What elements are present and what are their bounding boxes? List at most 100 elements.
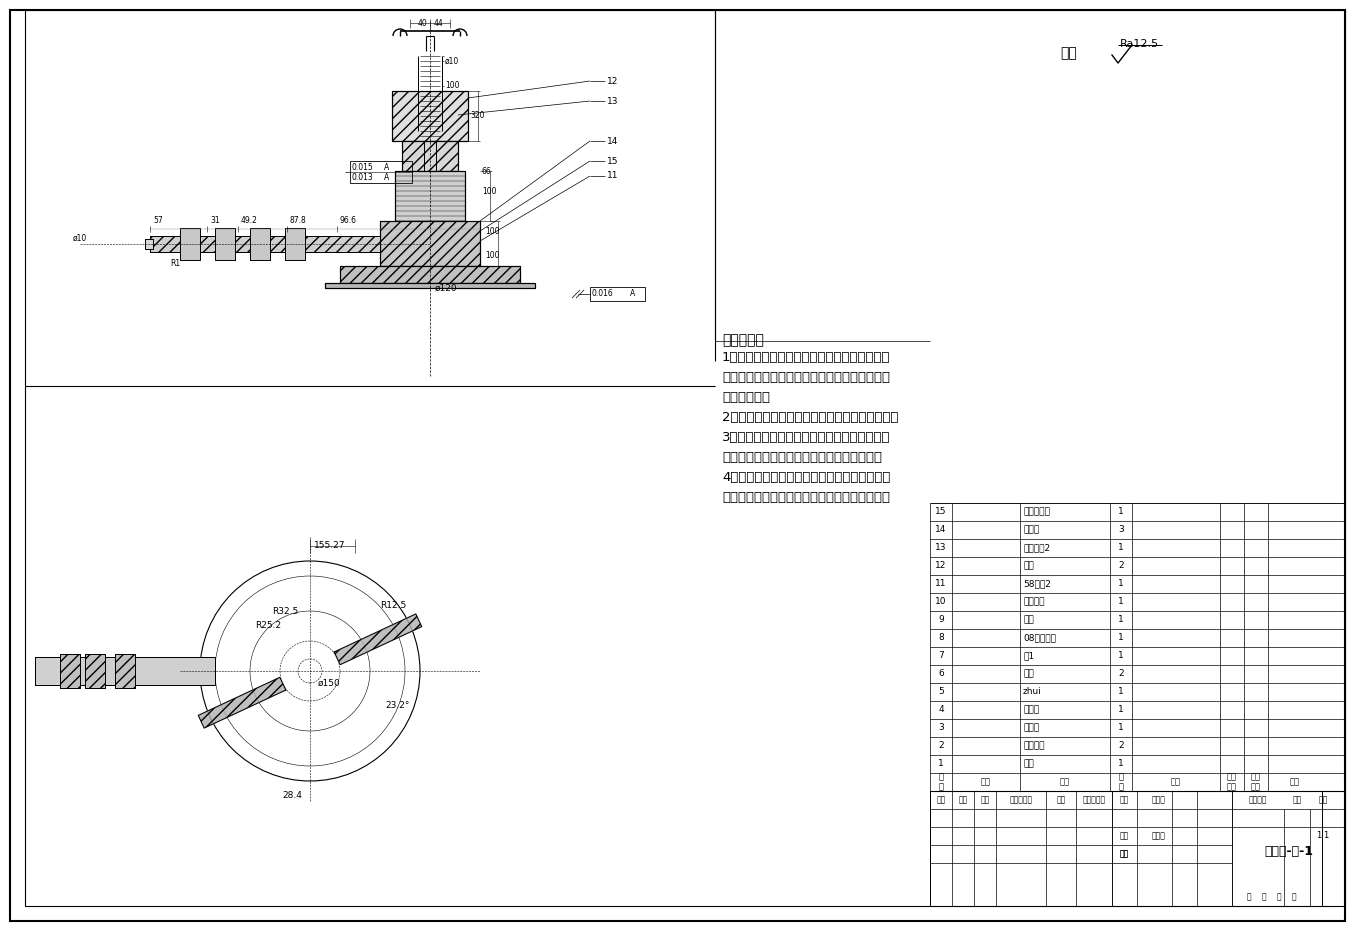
Bar (150, 236, 379, 252)
Text: 4: 4 (938, 706, 944, 714)
Bar (285, 228, 305, 260)
Bar (325, 283, 535, 288)
Text: 11: 11 (607, 171, 618, 181)
Bar (180, 228, 201, 260)
Text: 1: 1 (1118, 598, 1123, 606)
Text: Ra12.5: Ra12.5 (1121, 39, 1159, 49)
Text: 螺母: 螺母 (1023, 615, 1034, 625)
Bar (340, 266, 520, 283)
Text: 角、毛刺和异物。保证密封件装入时不被擦伤。: 角、毛刺和异物。保证密封件装入时不被擦伤。 (722, 491, 890, 504)
Bar (115, 654, 136, 688)
Text: 年、月、日: 年、月、日 (1083, 795, 1106, 804)
Text: A: A (630, 290, 635, 299)
Text: 推力轴承2: 推力轴承2 (1023, 544, 1050, 552)
Bar (392, 91, 467, 141)
Text: 标准化: 标准化 (1152, 831, 1165, 841)
Text: 1: 1 (1118, 706, 1123, 714)
Text: 升降: 升降 (1023, 561, 1034, 571)
Text: 1: 1 (1118, 760, 1123, 768)
Text: 处数: 处数 (958, 795, 967, 804)
Text: 数
量: 数 量 (1118, 773, 1123, 791)
Bar (392, 91, 467, 141)
Text: 08联轴器二: 08联轴器二 (1023, 633, 1056, 642)
Bar (85, 654, 104, 688)
Bar (402, 141, 458, 171)
Text: ø120: ø120 (435, 284, 458, 292)
Text: 1: 1 (938, 760, 944, 768)
Text: 14: 14 (607, 137, 618, 145)
Bar (35, 657, 215, 685)
Text: 类: 类 (1262, 893, 1267, 901)
Bar (145, 239, 153, 249)
Text: 15: 15 (935, 507, 947, 517)
Text: 钉（螺栓）需交叉、对称、逐步、均匀拧紧；: 钉（螺栓）需交叉、对称、逐步、均匀拧紧； (722, 451, 882, 464)
Text: 1、零件在装配前必须清理和清洗干净，不得有: 1、零件在装配前必须清理和清洗干净，不得有 (722, 351, 890, 364)
Text: 3: 3 (1118, 525, 1123, 534)
Text: 备注: 备注 (1290, 777, 1299, 787)
Text: 总计
质量: 总计 质量 (1251, 773, 1262, 791)
Bar (35, 657, 215, 685)
Text: 序
号: 序 号 (939, 773, 943, 791)
Text: 28.4: 28.4 (282, 790, 302, 800)
Bar (402, 141, 458, 171)
Text: 10: 10 (935, 598, 947, 606)
Text: R32.5: R32.5 (272, 606, 298, 615)
Text: 毛刺、飞边、氧化皮、锈蚀、切层、油污、着色: 毛刺、飞边、氧化皮、锈蚀、切层、油污、着色 (722, 371, 890, 384)
Text: 刀片: 刀片 (1023, 669, 1034, 679)
Bar (340, 266, 520, 283)
Text: ø150: ø150 (318, 679, 340, 687)
Text: 轴承座: 轴承座 (1023, 525, 1039, 534)
Text: 8: 8 (938, 633, 944, 642)
Text: 87.8: 87.8 (290, 216, 306, 225)
Bar (215, 228, 234, 260)
Text: 签名: 签名 (1057, 795, 1065, 804)
Text: 0.015: 0.015 (352, 163, 374, 171)
Bar (251, 228, 270, 260)
Bar (150, 236, 379, 252)
Text: 2、装配过程中零件不允许磕、碰、划伤和锈蚀；: 2、装配过程中零件不允许磕、碰、划伤和锈蚀； (722, 411, 898, 424)
Bar (180, 228, 201, 260)
Bar (145, 239, 153, 249)
Text: 标准化: 标准化 (1152, 795, 1165, 804)
Text: 1: 1 (1118, 652, 1123, 660)
Text: 2: 2 (1118, 669, 1123, 679)
Text: 页: 页 (1276, 893, 1282, 901)
Text: 比例: 比例 (1318, 795, 1328, 804)
Text: 12: 12 (607, 76, 618, 86)
Text: 13: 13 (935, 544, 947, 552)
Text: 其余: 其余 (1060, 46, 1077, 60)
Bar (150, 236, 379, 252)
Text: 100: 100 (444, 82, 459, 90)
Text: 分区: 分区 (981, 795, 989, 804)
Bar (115, 654, 136, 688)
Text: 重量: 重量 (1293, 795, 1302, 804)
Text: 名称: 名称 (1060, 777, 1070, 787)
Text: 外套轴: 外套轴 (1023, 706, 1039, 714)
Text: 2: 2 (1118, 741, 1123, 750)
Text: 1: 1 (1118, 507, 1123, 517)
Text: 96.6: 96.6 (340, 216, 356, 225)
Text: 刀盘: 刀盘 (1023, 760, 1034, 768)
Polygon shape (335, 614, 421, 665)
Text: 155.27: 155.27 (314, 542, 346, 550)
Text: 标记: 标记 (936, 795, 946, 804)
Text: 轴1: 轴1 (1023, 652, 1034, 660)
Bar (325, 283, 535, 288)
Bar (379, 221, 480, 266)
Bar (396, 171, 465, 221)
Text: R1: R1 (169, 260, 180, 268)
Text: 剂和灰尘等；: 剂和灰尘等； (722, 391, 770, 404)
Bar (589, 287, 645, 301)
Bar (379, 221, 480, 266)
Text: 批准: 批准 (1119, 849, 1129, 858)
Text: 100: 100 (485, 251, 500, 261)
Bar (251, 228, 270, 260)
Bar (402, 141, 458, 171)
Text: 1: 1 (1118, 633, 1123, 642)
Text: 3: 3 (938, 723, 944, 733)
Text: A: A (383, 163, 389, 171)
Text: 11: 11 (935, 579, 947, 588)
Text: 100: 100 (485, 226, 500, 236)
Text: 58手轮2: 58手轮2 (1023, 579, 1051, 588)
Text: 材料: 材料 (1171, 777, 1182, 787)
